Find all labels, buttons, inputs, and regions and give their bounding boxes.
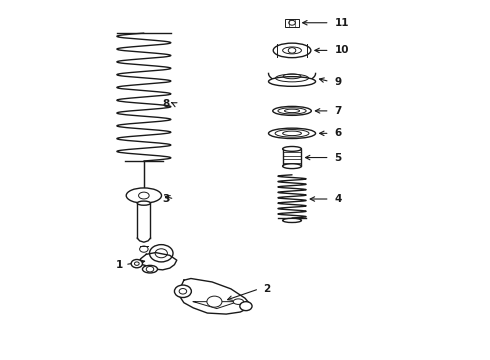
Text: 3: 3 bbox=[163, 194, 170, 204]
Polygon shape bbox=[269, 73, 316, 83]
Circle shape bbox=[149, 245, 173, 262]
FancyBboxPatch shape bbox=[283, 149, 301, 166]
Ellipse shape bbox=[283, 164, 301, 168]
Circle shape bbox=[207, 296, 222, 307]
Circle shape bbox=[174, 285, 192, 297]
FancyBboxPatch shape bbox=[286, 19, 298, 27]
Circle shape bbox=[288, 48, 296, 53]
Text: 9: 9 bbox=[334, 77, 342, 86]
Polygon shape bbox=[178, 279, 250, 314]
Text: 1: 1 bbox=[116, 260, 122, 270]
Text: 5: 5 bbox=[334, 153, 342, 162]
Text: 7: 7 bbox=[334, 106, 342, 116]
Text: 2: 2 bbox=[263, 284, 270, 294]
Text: 8: 8 bbox=[163, 99, 170, 109]
Ellipse shape bbox=[137, 201, 150, 205]
Ellipse shape bbox=[283, 147, 301, 151]
Circle shape bbox=[131, 260, 143, 268]
Ellipse shape bbox=[126, 188, 162, 203]
Ellipse shape bbox=[269, 77, 316, 86]
Text: 6: 6 bbox=[334, 129, 342, 138]
Text: 4: 4 bbox=[334, 194, 342, 204]
Polygon shape bbox=[139, 253, 177, 270]
Circle shape bbox=[240, 302, 252, 311]
Ellipse shape bbox=[273, 43, 311, 58]
Ellipse shape bbox=[233, 299, 244, 305]
Ellipse shape bbox=[143, 265, 157, 273]
Ellipse shape bbox=[273, 107, 311, 115]
Ellipse shape bbox=[283, 219, 301, 222]
Text: 11: 11 bbox=[334, 18, 349, 28]
Ellipse shape bbox=[269, 128, 316, 139]
Text: 10: 10 bbox=[334, 45, 349, 55]
